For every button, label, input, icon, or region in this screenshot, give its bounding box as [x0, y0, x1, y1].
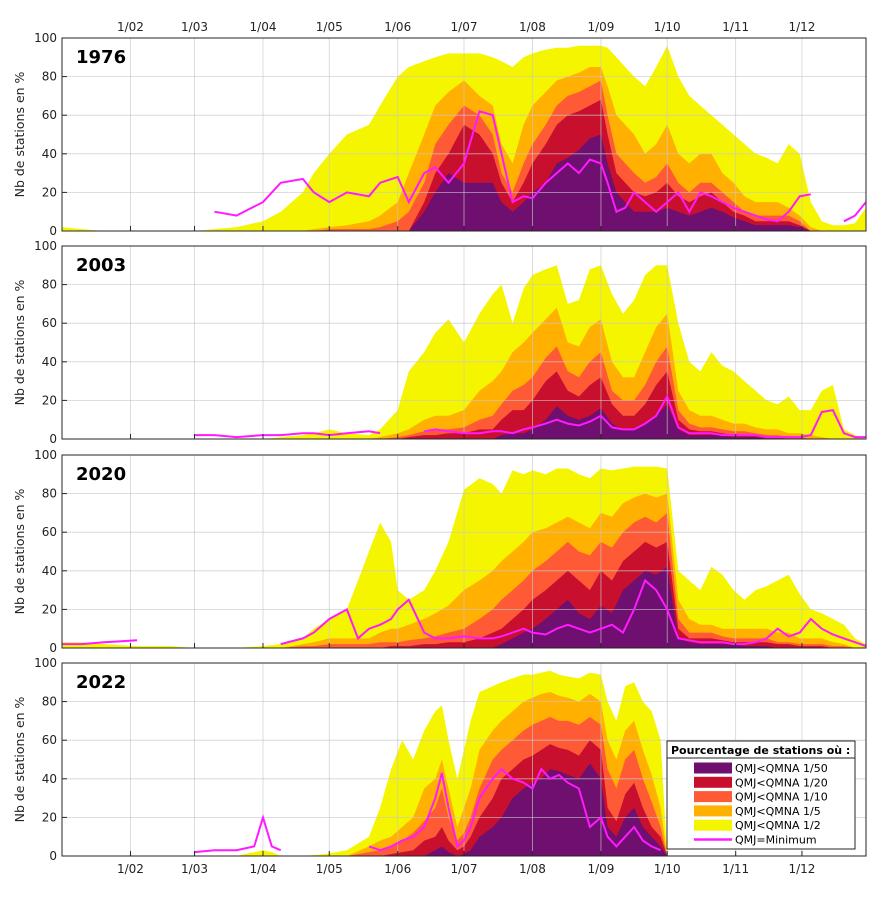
panel-2003: 0 20 40 60 80 100 2003 Nb de stations en %	[12, 239, 867, 446]
qmj-line-segment	[194, 430, 381, 439]
y-tick-label: 80	[42, 487, 57, 501]
y-tick-label: 40	[42, 355, 57, 369]
top-tick-label: 1/04	[250, 20, 277, 34]
qmj-line-segment	[424, 394, 866, 439]
panel-year-label: 1976	[76, 47, 126, 68]
bottom-tick-label: 1/11	[722, 862, 749, 876]
panels: 0 20 40 60 80 100 1976 Nb de stations en % 0 20 40…	[12, 31, 867, 863]
bottom-tick-label: 1/08	[519, 862, 546, 876]
legend-label: QMJ<QMNA 1/50	[735, 762, 828, 775]
y-tick-label: 80	[42, 70, 57, 84]
top-month-axis: 1/02 1/03 1/04 1/05 1/06 1/07 1/08 1/09 1/10 1/11…	[117, 20, 815, 34]
bottom-tick-label: 1/03	[181, 862, 208, 876]
legend-swatch	[694, 791, 732, 803]
panel-year-label: 2022	[76, 672, 126, 693]
legend: Pourcentage de stations où : QMJ<QMNA 1/5…	[666, 740, 856, 850]
top-tick-label: 1/05	[316, 20, 343, 34]
panel-min-line	[194, 767, 661, 854]
qmj-line-segment	[214, 110, 811, 223]
top-tick-label: 1/06	[384, 20, 411, 34]
y-tick-label: 40	[42, 772, 57, 786]
legend-swatch	[694, 762, 732, 774]
qmj-line-segment	[280, 578, 866, 648]
bottom-month-axis: 1/02 1/03 1/04 1/05 1/06 1/07 1/08 1/09 1/10 1/11…	[117, 862, 815, 876]
y-tick-label: 0	[49, 849, 57, 863]
y-tick-label: 100	[34, 656, 57, 670]
bottom-tick-label: 1/02	[117, 862, 144, 876]
legend-label: QMJ<QMNA 1/20	[735, 776, 828, 789]
y-tick-label: 80	[42, 695, 57, 709]
panel-year-label: 2020	[76, 464, 126, 485]
bottom-tick-label: 1/09	[587, 862, 614, 876]
bottom-tick-label: 1/04	[250, 862, 277, 876]
y-tick-label: 80	[42, 278, 57, 292]
top-tick-label: 1/07	[451, 20, 478, 34]
qmj-line-segment	[62, 639, 138, 646]
panel-year-label: 2003	[76, 255, 126, 276]
top-tick-label: 1/02	[117, 20, 144, 34]
legend-swatch	[694, 805, 732, 817]
y-tick-label: 100	[34, 239, 57, 253]
y-tick-label: 60	[42, 316, 57, 330]
y-tick-label: 20	[42, 810, 57, 824]
y-tick-label: 20	[42, 602, 57, 616]
bottom-tick-label: 1/10	[654, 862, 681, 876]
y-tick-label: 40	[42, 147, 57, 161]
legend-label: QMJ<QMNA 1/2	[735, 819, 821, 832]
y-tick-label: 60	[42, 733, 57, 747]
top-tick-label: 1/12	[788, 20, 815, 34]
top-tick-label: 1/10	[654, 20, 681, 34]
bottom-tick-label: 1/05	[316, 862, 343, 876]
bottom-tick-label: 1/12	[788, 862, 815, 876]
y-tick-label: 0	[49, 432, 57, 446]
bottom-tick-label: 1/06	[384, 862, 411, 876]
legend-label: QMJ<QMNA 1/5	[735, 805, 821, 818]
y-tick-label: 20	[42, 185, 57, 199]
legend-swatch	[694, 819, 732, 831]
top-tick-label: 1/08	[519, 20, 546, 34]
y-axis-label: Nb de stations en %	[12, 279, 27, 405]
bottom-tick-label: 1/07	[451, 862, 478, 876]
y-tick-label: 40	[42, 564, 57, 578]
legend-label: QMJ<QMNA 1/10	[735, 791, 828, 804]
y-axis-label: Nb de stations en %	[12, 488, 27, 614]
y-tick-label: 100	[34, 448, 57, 462]
legend-title: Pourcentage de stations où :	[671, 744, 850, 757]
top-tick-label: 1/09	[587, 20, 614, 34]
y-tick-label: 60	[42, 525, 57, 539]
qmj-line-segment	[368, 767, 661, 852]
area-p50	[62, 763, 668, 856]
panel-min-line	[62, 578, 866, 648]
area-p50	[62, 404, 866, 439]
panel-1976: 0 20 40 60 80 100 1976 Nb de stations en %	[12, 31, 867, 238]
legend-swatch	[694, 776, 732, 788]
panel-min-line	[214, 110, 866, 223]
top-tick-label: 1/03	[181, 20, 208, 34]
y-tick-label: 0	[49, 224, 57, 238]
top-tick-label: 1/11	[722, 20, 749, 34]
panel-min-line	[194, 394, 866, 439]
y-axis-label: Nb de stations en %	[12, 71, 27, 197]
qmj-line-segment	[843, 201, 866, 223]
y-tick-label: 20	[42, 393, 57, 407]
qmj-line-segment	[194, 813, 282, 854]
legend-label: QMJ=Minimum	[735, 834, 817, 847]
panel-2020: 0 20 40 60 80 100 2020 Nb de stations en %	[12, 448, 867, 655]
y-tick-label: 0	[49, 641, 57, 655]
area-p50	[62, 566, 866, 648]
y-axis-label: Nb de stations en %	[12, 696, 27, 822]
y-tick-label: 100	[34, 31, 57, 45]
panel-areas	[62, 670, 668, 856]
y-tick-label: 60	[42, 108, 57, 122]
